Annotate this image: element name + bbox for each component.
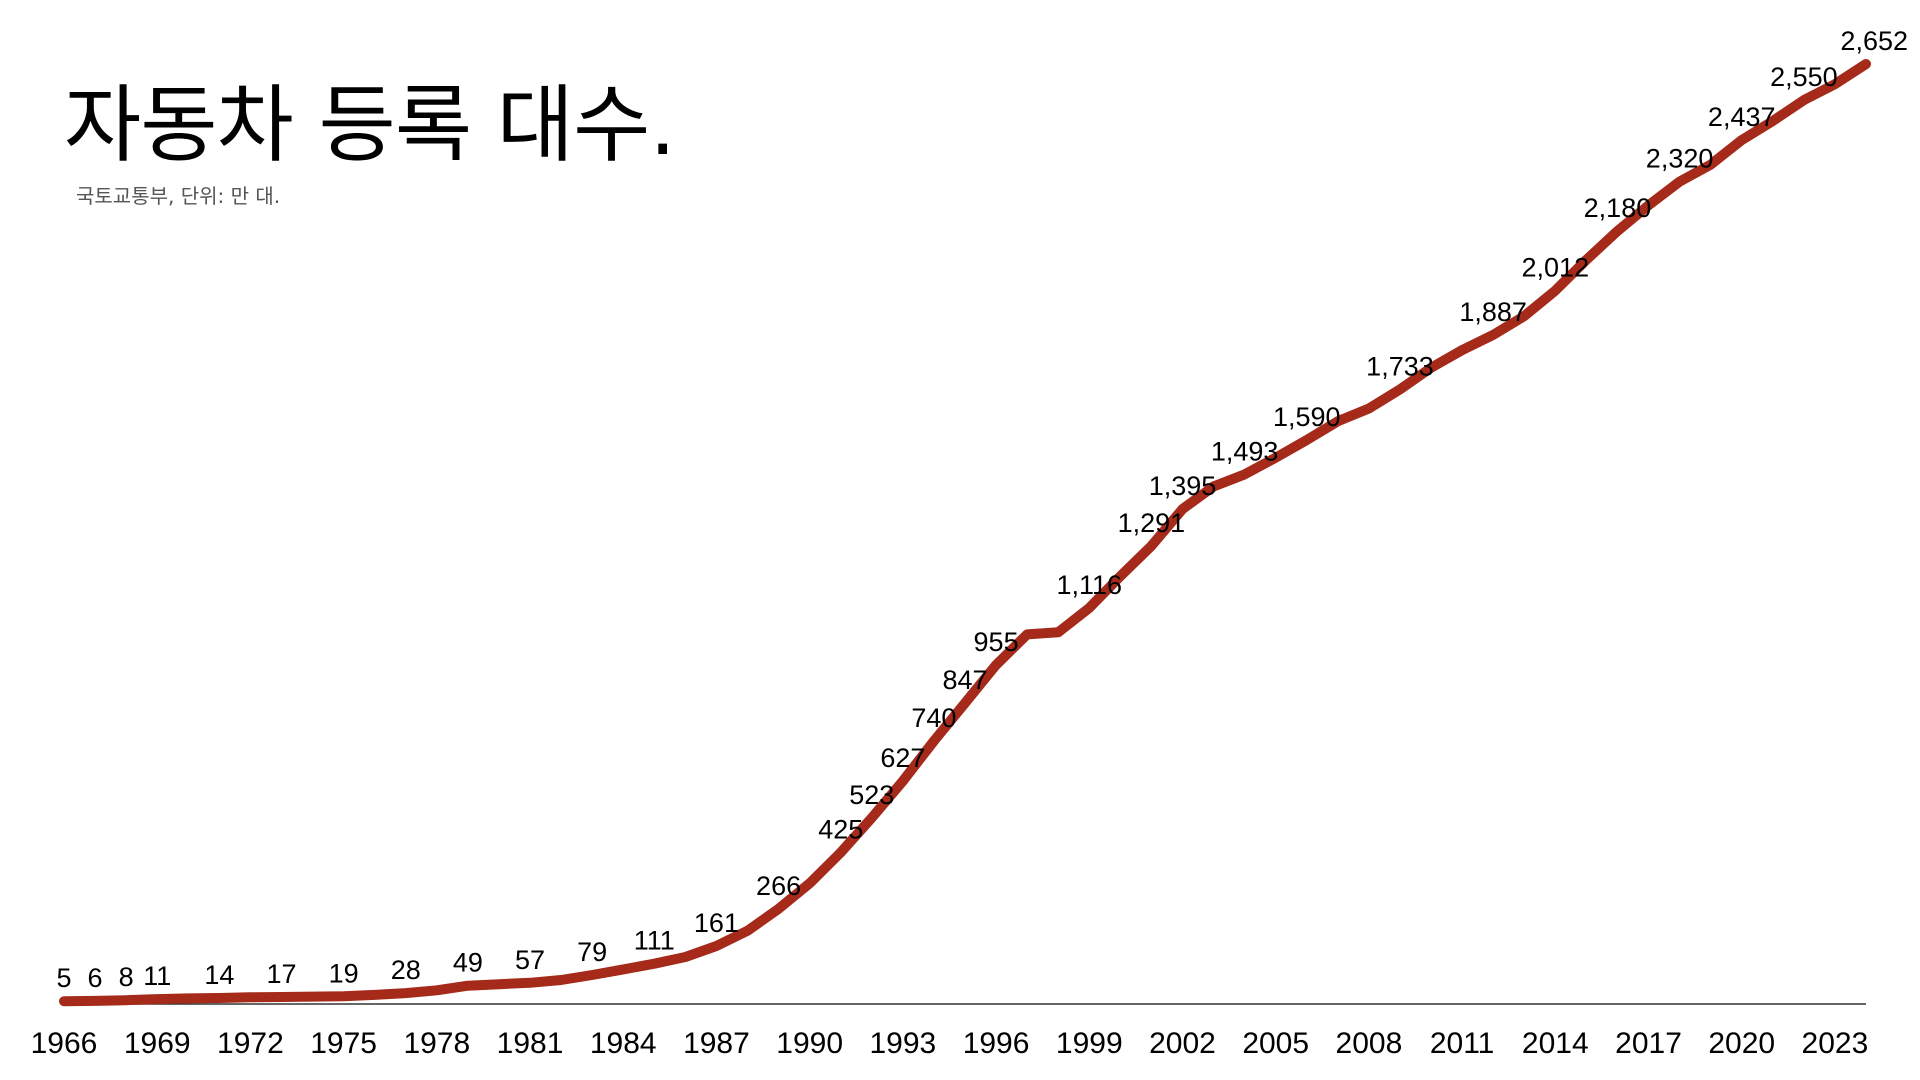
data-label: 11 (143, 961, 171, 991)
data-label: 1,733 (1366, 351, 1434, 381)
chart-title: 자동차 등록 대수. (64, 76, 676, 174)
x-tick-label: 1978 (403, 1027, 470, 1060)
x-tick-label: 1981 (497, 1027, 564, 1060)
x-tick-label: 1999 (1056, 1027, 1123, 1060)
data-label: 19 (329, 958, 359, 988)
data-label: 79 (577, 937, 607, 967)
x-tick-label: 1990 (776, 1027, 843, 1060)
x-tick-label: 2014 (1522, 1027, 1589, 1060)
x-tick-label: 1996 (963, 1027, 1030, 1060)
data-label: 2,652 (1840, 26, 1908, 56)
data-label: 2,012 (1522, 253, 1590, 283)
x-tick-label: 1984 (590, 1027, 657, 1060)
data-label: 1,493 (1211, 436, 1279, 466)
data-label: 14 (204, 960, 234, 990)
data-label: 1,291 (1118, 508, 1186, 538)
data-label: 1,116 (1056, 570, 1122, 600)
x-tick-label: 2005 (1242, 1027, 1309, 1060)
x-tick-label: 1987 (683, 1027, 750, 1060)
data-label: 266 (756, 871, 801, 901)
x-tick-label: 2002 (1149, 1027, 1216, 1060)
data-label: 523 (849, 780, 894, 810)
data-label: 740 (911, 703, 956, 733)
x-tick-label: 2011 (1430, 1027, 1495, 1060)
data-label: 161 (694, 908, 739, 938)
data-label: 627 (880, 743, 925, 773)
data-label: 57 (515, 945, 545, 975)
data-labels: 5 6 8 11 14 17 19 28 49 57 79 111 161 266 425 523 627 740… (56, 26, 1908, 993)
data-label: 1,395 (1149, 471, 1217, 501)
x-tick-label: 1972 (217, 1027, 284, 1060)
data-label: 17 (266, 959, 296, 989)
data-label: 2,180 (1584, 193, 1652, 223)
x-tick-label: 1975 (310, 1027, 377, 1060)
data-label: 6 (88, 963, 103, 993)
data-label: 2,550 (1770, 62, 1838, 92)
x-tick-label: 2020 (1708, 1027, 1775, 1060)
x-tick-label: 2023 (1802, 1027, 1869, 1060)
x-tick-label: 2008 (1336, 1027, 1403, 1060)
data-label: 111 (634, 926, 675, 956)
series-line-registrations (59, 59, 1871, 1007)
x-tick-label: 1969 (124, 1027, 191, 1060)
data-label: 2,320 (1646, 144, 1714, 174)
data-label: 8 (119, 962, 134, 992)
x-tick-label: 2017 (1615, 1027, 1682, 1060)
x-tick-label: 1993 (869, 1027, 936, 1060)
data-label: 847 (942, 665, 987, 695)
data-label: 1,590 (1273, 402, 1341, 432)
data-label: 1,887 (1459, 297, 1527, 327)
x-tick-label: 1966 (31, 1027, 98, 1060)
data-label: 425 (818, 815, 863, 845)
data-label: 28 (391, 955, 421, 985)
data-label: 2,437 (1708, 102, 1776, 132)
data-label: 49 (453, 948, 483, 978)
data-label: 955 (974, 627, 1019, 657)
data-label: 5 (56, 963, 71, 993)
chart-subtitle: 국토교통부, 단위: 만 대. (76, 184, 281, 208)
x-tick-labels: 1966 1969 1972 1975 1978 1981 1984 1987 1990 1993… (31, 1027, 1869, 1060)
